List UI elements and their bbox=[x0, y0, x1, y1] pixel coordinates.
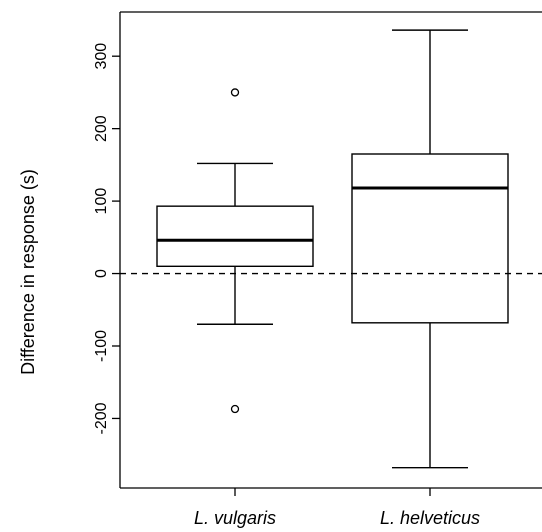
y-axis-title: Difference in response (s) bbox=[18, 169, 38, 375]
iqr-box bbox=[351, 153, 509, 324]
x-axis: L. vulgaris L. helveticus bbox=[120, 487, 542, 528]
y-tick-label: -100 bbox=[93, 330, 110, 362]
y-tick-label: 0 bbox=[93, 269, 110, 278]
iqr-box bbox=[156, 205, 314, 268]
y-tick-label: 300 bbox=[93, 43, 110, 70]
plot-area bbox=[120, 11, 542, 469]
box-group bbox=[351, 29, 509, 469]
outlier-point bbox=[230, 88, 240, 97]
x-category-label: L. helveticus bbox=[380, 508, 480, 528]
outlier-point bbox=[230, 404, 240, 414]
y-tick-label: -200 bbox=[93, 402, 110, 434]
y-tick-label: 200 bbox=[93, 115, 110, 142]
box-group bbox=[156, 88, 314, 414]
x-category-label: L. vulgaris bbox=[194, 508, 276, 528]
y-tick-label: 100 bbox=[93, 188, 110, 215]
y-axis: -200 -100 0 100 200 300 bbox=[93, 12, 121, 488]
